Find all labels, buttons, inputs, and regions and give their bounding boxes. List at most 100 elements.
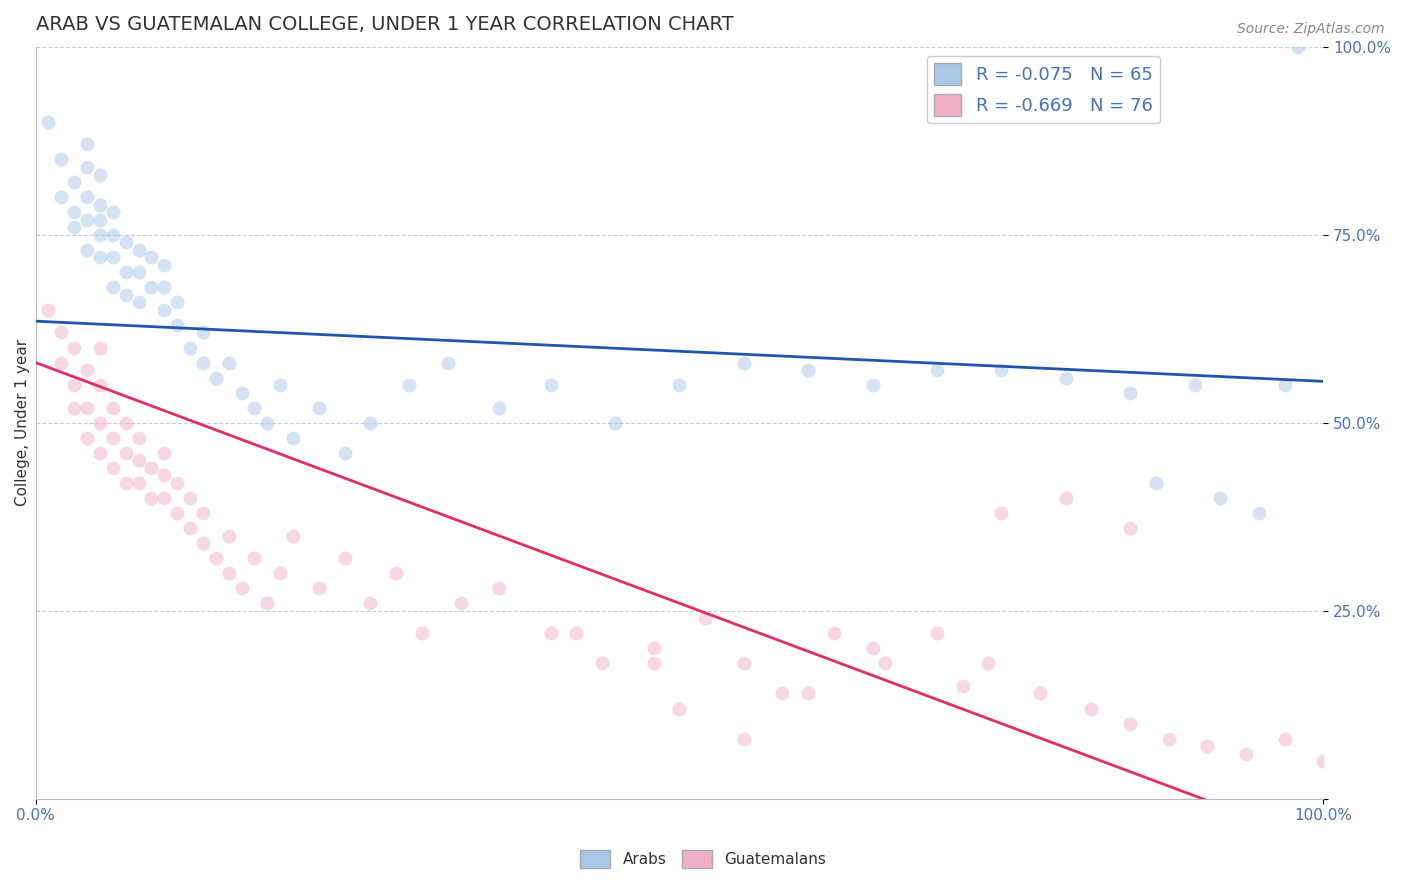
Point [269,566,291,581]
Point [141,460,163,475]
Point [114,416,136,430]
Point [76,243,98,257]
Point [359,416,381,430]
Point [1080,701,1102,715]
Point [733,657,755,671]
Point [1119,385,1142,400]
Point [141,491,163,505]
Point [333,551,356,566]
Point [668,701,690,715]
Point [37,115,59,129]
Point [153,491,176,505]
Point [770,686,793,700]
Point [1274,378,1296,392]
Point [63,220,86,235]
Point [308,581,330,595]
Point [89,446,111,460]
Point [101,401,124,415]
Point [166,318,188,332]
Point [540,626,562,640]
Point [101,205,124,219]
Point [76,431,98,445]
Text: ARAB VS GUATEMALAN COLLEGE, UNDER 1 YEAR CORRELATION CHART: ARAB VS GUATEMALAN COLLEGE, UNDER 1 YEAR… [35,15,733,34]
Point [281,528,304,542]
Point [205,551,228,566]
Point [925,626,948,640]
Point [540,378,562,392]
Point [128,265,150,279]
Point [191,506,214,520]
Point [1119,716,1142,731]
Point [141,250,163,264]
Point [153,446,176,460]
Point [1274,731,1296,746]
Point [218,528,240,542]
Point [128,243,150,257]
Point [114,288,136,302]
Point [591,657,613,671]
Point [1234,747,1257,761]
Point [797,686,820,700]
Point [51,355,73,369]
Point [1209,491,1232,505]
Point [89,416,111,430]
Point [153,468,176,483]
Point [89,341,111,355]
Legend: Arabs, Guatemalans: Arabs, Guatemalans [572,843,834,875]
Point [1247,506,1270,520]
Point [385,566,408,581]
Point [488,401,510,415]
Point [179,521,201,535]
Point [191,326,214,340]
Point [63,401,86,415]
Point [63,341,86,355]
Legend: R = -0.075   N = 65, R = -0.669   N = 76: R = -0.075 N = 65, R = -0.669 N = 76 [927,55,1160,123]
Point [875,657,897,671]
Point [1144,475,1167,490]
Point [1197,739,1219,753]
Point [823,626,845,640]
Point [101,431,124,445]
Point [668,378,690,392]
Point [153,280,176,294]
Point [733,731,755,746]
Text: Source: ZipAtlas.com: Source: ZipAtlas.com [1237,22,1385,37]
Point [243,401,266,415]
Point [1157,731,1180,746]
Point [128,475,150,490]
Point [76,190,98,204]
Point [153,302,176,317]
Point [925,363,948,377]
Point [398,378,420,392]
Point [695,611,717,625]
Point [1312,754,1334,768]
Point [153,258,176,272]
Point [141,280,163,294]
Point [179,341,201,355]
Point [990,506,1012,520]
Point [89,212,111,227]
Point [114,475,136,490]
Point [281,431,304,445]
Point [205,370,228,384]
Point [76,212,98,227]
Point [51,190,73,204]
Point [565,626,588,640]
Point [1119,521,1142,535]
Point [89,378,111,392]
Point [76,363,98,377]
Point [862,641,884,656]
Point [63,378,86,392]
Point [179,491,201,505]
Point [243,551,266,566]
Point [436,355,458,369]
Point [128,295,150,310]
Point [63,175,86,189]
Point [643,641,665,656]
Point [114,235,136,250]
Point [128,453,150,467]
Point [1054,491,1077,505]
Point [952,679,974,693]
Point [51,153,73,167]
Point [488,581,510,595]
